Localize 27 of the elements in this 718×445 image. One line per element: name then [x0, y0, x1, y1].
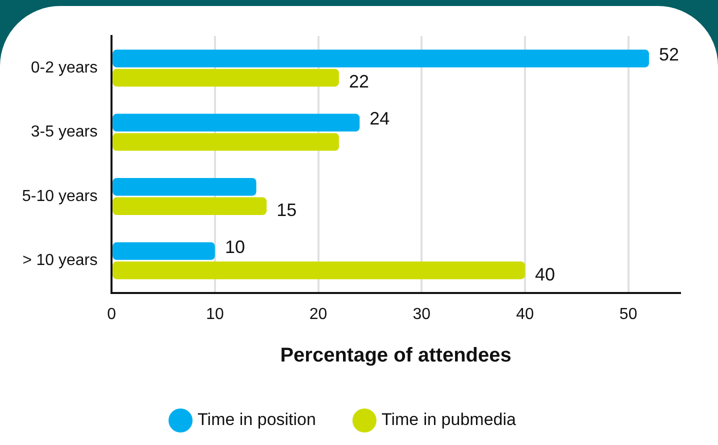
y-tick-label: 3-5 years	[30, 124, 98, 141]
bar	[112, 178, 256, 196]
data-label: 52	[658, 44, 680, 64]
x-tick-label: 30	[412, 306, 431, 323]
bar	[112, 261, 525, 280]
data-label: 24	[370, 108, 390, 129]
legend-label: Time in position	[198, 410, 316, 430]
bar	[112, 50, 649, 68]
x-tick-label: 50	[619, 306, 638, 323]
bar	[112, 242, 215, 260]
y-tick-label: 0-2 years	[30, 60, 98, 77]
y-tick-label: > 10 years	[22, 252, 98, 270]
y-tick-label: 5-10 years	[22, 188, 98, 205]
x-axis-title: Percentage of attendees	[280, 344, 512, 367]
bar	[112, 197, 267, 215]
legend-label: Time in pubmedia	[381, 410, 516, 430]
data-label: 22	[348, 72, 369, 92]
x-tick-label: 40	[516, 306, 534, 323]
x-tick-label: 0	[107, 306, 116, 323]
bar	[112, 133, 339, 151]
bar	[112, 114, 360, 132]
x-tick-label: 10	[206, 306, 224, 323]
x-tick-label: 20	[309, 306, 328, 323]
data-label: 15	[276, 200, 297, 220]
bar	[112, 68, 339, 87]
data-label: 40	[534, 264, 556, 284]
data-label: 10	[224, 237, 245, 258]
